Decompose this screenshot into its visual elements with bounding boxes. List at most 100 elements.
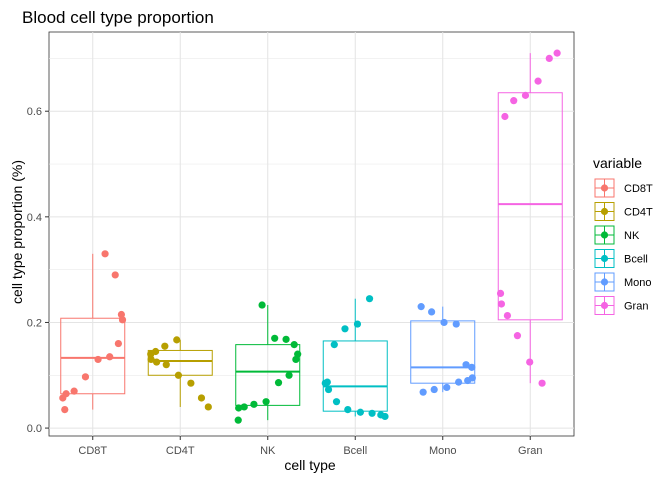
data-point [187,379,195,387]
data-point [368,409,376,417]
data-point [428,308,436,316]
data-point [462,361,470,369]
data-point [455,378,463,386]
y-axis-title: cell type proportion (%) [9,160,25,304]
legend-key-point [600,278,609,286]
data-point [101,250,109,258]
data-point [356,408,364,416]
data-point [111,271,119,279]
legend-label: Gran [624,301,648,313]
data-point [344,405,352,414]
x-tick-label: Bcell [343,445,367,457]
data-point [545,54,553,63]
data-point [553,49,561,57]
box [235,344,301,406]
data-point [197,394,206,402]
data-point [468,363,476,371]
grid-lines [49,32,574,436]
data-point [324,385,333,394]
data-point [353,320,362,328]
data-point [496,289,505,298]
y-tick-label: 0.0 [27,423,42,435]
data-point [452,320,460,328]
legend: variable CD8T CD4T NK Bcell Mono Gran [593,155,653,315]
data-point [510,97,518,105]
data-point [161,342,169,350]
data-point [381,412,389,421]
data-point [440,318,448,327]
x-tick-label: Mono [429,445,457,457]
legend-key-point [600,231,609,239]
data-point [464,376,472,385]
plot-panel [48,31,575,437]
data-point [534,77,542,85]
x-tick-label: CD8T [78,445,107,457]
y-tick-label: 0.4 [27,212,42,224]
data-point [94,355,102,364]
x-tick-label: NK [260,445,276,457]
data-point [204,403,212,411]
data-point [430,385,438,394]
y-tick-label: 0.2 [27,317,42,329]
data-point [526,358,534,366]
data-point [162,361,170,369]
box [60,317,126,395]
data-point [234,416,242,424]
data-point [497,300,506,308]
data-point [174,371,183,379]
legend-key-point [600,254,609,263]
data-point [262,398,270,406]
data-point [153,358,161,366]
data-point [70,387,78,395]
data-point [417,303,425,311]
data-point [290,341,298,349]
data-point [513,332,522,340]
data-point [292,355,300,364]
legend-label: CD4T [624,207,653,219]
data-point [271,334,279,342]
data-point [147,350,155,358]
data-point [443,383,451,392]
data-point [118,316,127,324]
point-layer [59,49,561,424]
box [322,340,388,412]
x-axis-title: cell type [284,457,336,473]
data-point [61,405,69,414]
legend-title: variable [593,155,642,171]
y-tick-label: 0.6 [27,106,42,118]
data-point [258,301,266,309]
data-point [503,311,512,320]
axes: 0.0 0.2 0.4 0.6 CD8T CD4T NK Bcell Mono Gran [27,106,543,457]
legend-key-point [600,207,609,216]
data-point [332,398,341,406]
legend-label: CD8T [624,183,653,195]
x-tick-label: CD4T [166,445,195,457]
legend-label: Mono [624,277,652,289]
data-point [250,400,258,408]
legend-key-point [600,301,609,310]
data-point [235,404,243,412]
legend-key-point [600,184,609,192]
data-point [365,295,374,303]
data-point [285,371,293,379]
data-point [173,336,181,344]
data-point [521,91,530,99]
data-point [321,379,329,387]
data-point [114,339,122,348]
data-point [341,325,349,333]
data-point [538,379,546,387]
box [497,92,563,321]
legend-label: NK [624,230,640,242]
data-point [419,388,427,396]
data-point [81,373,90,381]
chart-title: Blood cell type proportion [22,8,214,27]
data-point [147,355,155,364]
data-point [330,341,338,349]
x-tick-label: Gran [518,445,542,457]
data-point [274,379,283,387]
data-point [501,112,509,121]
data-point [282,335,290,343]
data-point [106,353,114,361]
data-point [240,403,248,411]
